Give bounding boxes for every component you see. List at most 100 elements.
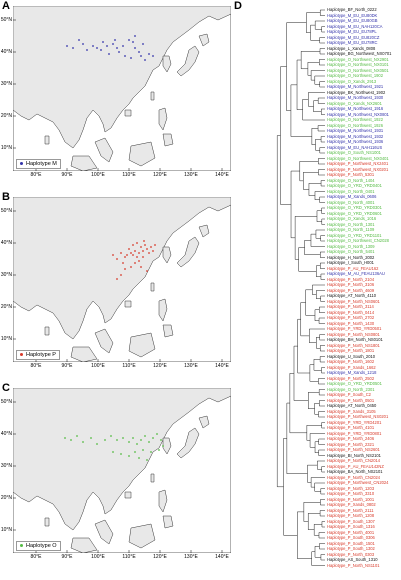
sample-point xyxy=(138,260,140,262)
land-mass xyxy=(158,298,168,322)
sample-point xyxy=(86,49,88,51)
sample-point xyxy=(116,439,118,441)
longitude-label: 100°E xyxy=(91,554,105,560)
tree-leaf-label: Haplotype_O_Northwest_NX0401 xyxy=(327,155,389,161)
sample-point xyxy=(142,449,144,451)
tree-leaf-label: Haplotype_P_Northwest_NX0201 xyxy=(327,166,389,172)
sample-point xyxy=(156,433,158,435)
tree-leaf-label: Haplotype_P_YRD_YRD4201 xyxy=(327,419,382,425)
land-mass xyxy=(13,6,231,149)
land-mass xyxy=(94,519,114,545)
sample-point xyxy=(134,250,136,252)
sample-point xyxy=(134,47,136,49)
tree-leaf-label: Haplotype_P_North_NS2601 xyxy=(327,447,380,452)
land-mass xyxy=(70,537,98,553)
legend-label: Haplotype O xyxy=(26,543,57,549)
longitude-label: 120°E xyxy=(153,172,167,178)
longitude-label: 140°E xyxy=(215,363,229,369)
tree-leaf-label: Haplotype_AT_North_0450 xyxy=(327,403,377,408)
latitude-label: 20°N xyxy=(0,304,12,310)
tree-leaf-label: Haplotype_O_North_1404 xyxy=(327,177,375,183)
land-mass xyxy=(128,141,156,167)
tree-leaf-label: Haplotype_P_North_0303 xyxy=(327,551,375,557)
tree-leaf-label: Haplotype_P_South_C2 xyxy=(327,392,371,397)
map-svg xyxy=(13,197,231,362)
sample-point xyxy=(130,266,132,268)
longitude-label: 130°E xyxy=(184,363,198,369)
panel-a-letter: A xyxy=(2,0,10,12)
sample-point xyxy=(138,252,140,254)
sample-point xyxy=(96,443,98,445)
land-mass xyxy=(13,388,231,531)
legend-haplotype-m: Haplotype M xyxy=(16,159,61,169)
latitude-label: 40°N xyxy=(0,240,12,246)
sample-point xyxy=(162,445,164,447)
sample-point xyxy=(96,47,98,49)
sample-point xyxy=(100,49,102,51)
tree-leaf-label: Haplotype_P_South_1316 xyxy=(327,524,375,529)
tree-leaf-label: Haplotype_P_North_0414 xyxy=(327,309,375,315)
sample-point xyxy=(152,55,154,57)
sample-point xyxy=(90,437,92,439)
tree-leaf-label: Haplotype_P_North_0501 xyxy=(327,397,375,403)
sample-point xyxy=(72,47,74,49)
sample-point xyxy=(144,59,146,61)
sample-point xyxy=(154,244,156,246)
land-mass xyxy=(128,523,156,549)
sample-point xyxy=(126,254,128,256)
tree-leaf-label: Haplotype_O_North_0401 xyxy=(327,188,375,194)
map-svg xyxy=(13,6,231,171)
sample-point xyxy=(124,256,126,258)
sample-point xyxy=(128,248,130,250)
latitude-label: 50°N xyxy=(0,399,12,405)
sample-point xyxy=(76,435,78,437)
sample-point xyxy=(120,274,122,276)
land-mass xyxy=(162,55,172,73)
tree-leaf-label: Haplotype_P_South_1302 xyxy=(327,546,375,551)
tree-leaf-label: Haplotype_P_YRD_YRD0501 xyxy=(327,326,382,331)
tree-leaf-label: Haplotype_P_Xands_0802 xyxy=(327,502,376,507)
sample-point xyxy=(148,53,150,55)
sample-point xyxy=(146,459,148,461)
legend-haplotype-p: Haplotype P xyxy=(16,350,60,360)
sample-point xyxy=(146,270,148,272)
sample-point xyxy=(106,45,108,47)
tree-branches xyxy=(276,9,325,566)
tree-leaf-label: Haplotype_P_Xands_1662 xyxy=(327,364,376,370)
tree-leaf-label: Haplotype_P_North_4101 xyxy=(327,425,375,430)
tree-leaf-label: Haplotype_P_North_2104 xyxy=(327,276,375,282)
sample-point xyxy=(148,252,150,254)
tree-leaf-label: Haplotype_O_North_1301 xyxy=(327,221,375,227)
sample-point xyxy=(112,451,114,453)
land-mass xyxy=(44,517,50,527)
longitude-label: 110°E xyxy=(122,172,136,178)
longitude-label: 90°E xyxy=(61,554,73,560)
land-mass xyxy=(70,155,98,171)
land-mass xyxy=(162,515,174,529)
tree-leaf-label: Haplotype_P_AU_FEAU162 xyxy=(327,265,379,271)
tree-leaf-label: Haplotype_M_EU_NAH116US xyxy=(327,144,383,150)
tree-leaf-label: Haplotype_P_North_3310 xyxy=(327,491,375,496)
land-mass xyxy=(176,427,200,459)
longitude-label: 130°E xyxy=(184,172,198,178)
sample-point xyxy=(116,258,118,260)
tree-leaf-label: Haplotype_M_Northwest_1921 xyxy=(327,84,384,89)
land-mass xyxy=(124,109,132,117)
legend-label: Haplotype M xyxy=(26,161,57,167)
longitude-label: 80°E xyxy=(30,554,42,560)
sample-point xyxy=(102,41,104,43)
sample-point xyxy=(146,248,148,250)
tree-leaf-label: Haplotype_P_North_NS0801 xyxy=(327,331,380,337)
sample-point xyxy=(130,252,132,254)
sample-point xyxy=(116,47,118,49)
latitude-label: 20°N xyxy=(0,113,12,119)
panel-b-letter: B xyxy=(2,191,10,203)
tree-leaf-label: Haplotype_M_Northwest_1930 xyxy=(327,95,384,100)
tree-leaf-label: Haplotype_H_North_2002 xyxy=(327,254,375,260)
tree-leaf-label: Haplotype_P_North_2111 xyxy=(327,507,374,513)
tree-leaf-label: Haplotype_BF_North_0222 xyxy=(327,7,377,12)
tree-leaf-label: Haplotype_P_North_NS1801 xyxy=(327,342,380,348)
sample-point xyxy=(152,437,154,439)
land-mass xyxy=(94,137,114,163)
tree-leaf-label: Haplotype_BI_North_NS2101 xyxy=(327,452,381,458)
